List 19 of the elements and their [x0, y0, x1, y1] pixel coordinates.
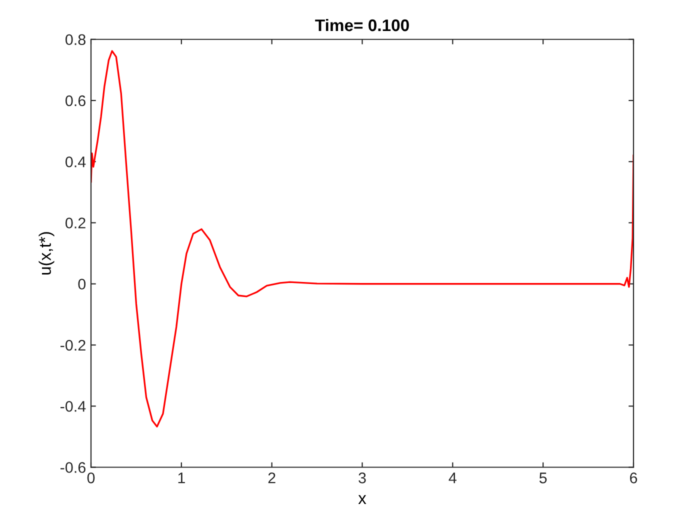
y-tick-label: 0.6: [66, 95, 86, 106]
x-tick-label: 1: [178, 472, 185, 484]
x-tick-label: 3: [358, 472, 366, 484]
y-tick-label: 0.2: [66, 218, 86, 228]
x-tick-label: 6: [630, 472, 638, 484]
y-tick-label: 0.8: [66, 34, 86, 46]
y-tick-label: 0.4: [66, 156, 86, 168]
y-tick-label: 0: [78, 278, 86, 290]
line-series: [91, 50, 634, 428]
chart-title: Time= 0.100: [315, 18, 409, 32]
x-axis-title: x: [358, 495, 366, 504]
y-tick-label: -0.4: [60, 400, 86, 412]
x-tick-label: 5: [539, 472, 547, 484]
x-tick-label: 2: [268, 472, 276, 484]
y-axis-title: u(x,t*): [38, 232, 54, 274]
y-tick-label: -0.6: [60, 462, 86, 473]
y-tick-label: -0.2: [60, 340, 86, 351]
x-tick-label: 4: [448, 472, 456, 484]
x-tick-label: 0: [87, 472, 95, 484]
